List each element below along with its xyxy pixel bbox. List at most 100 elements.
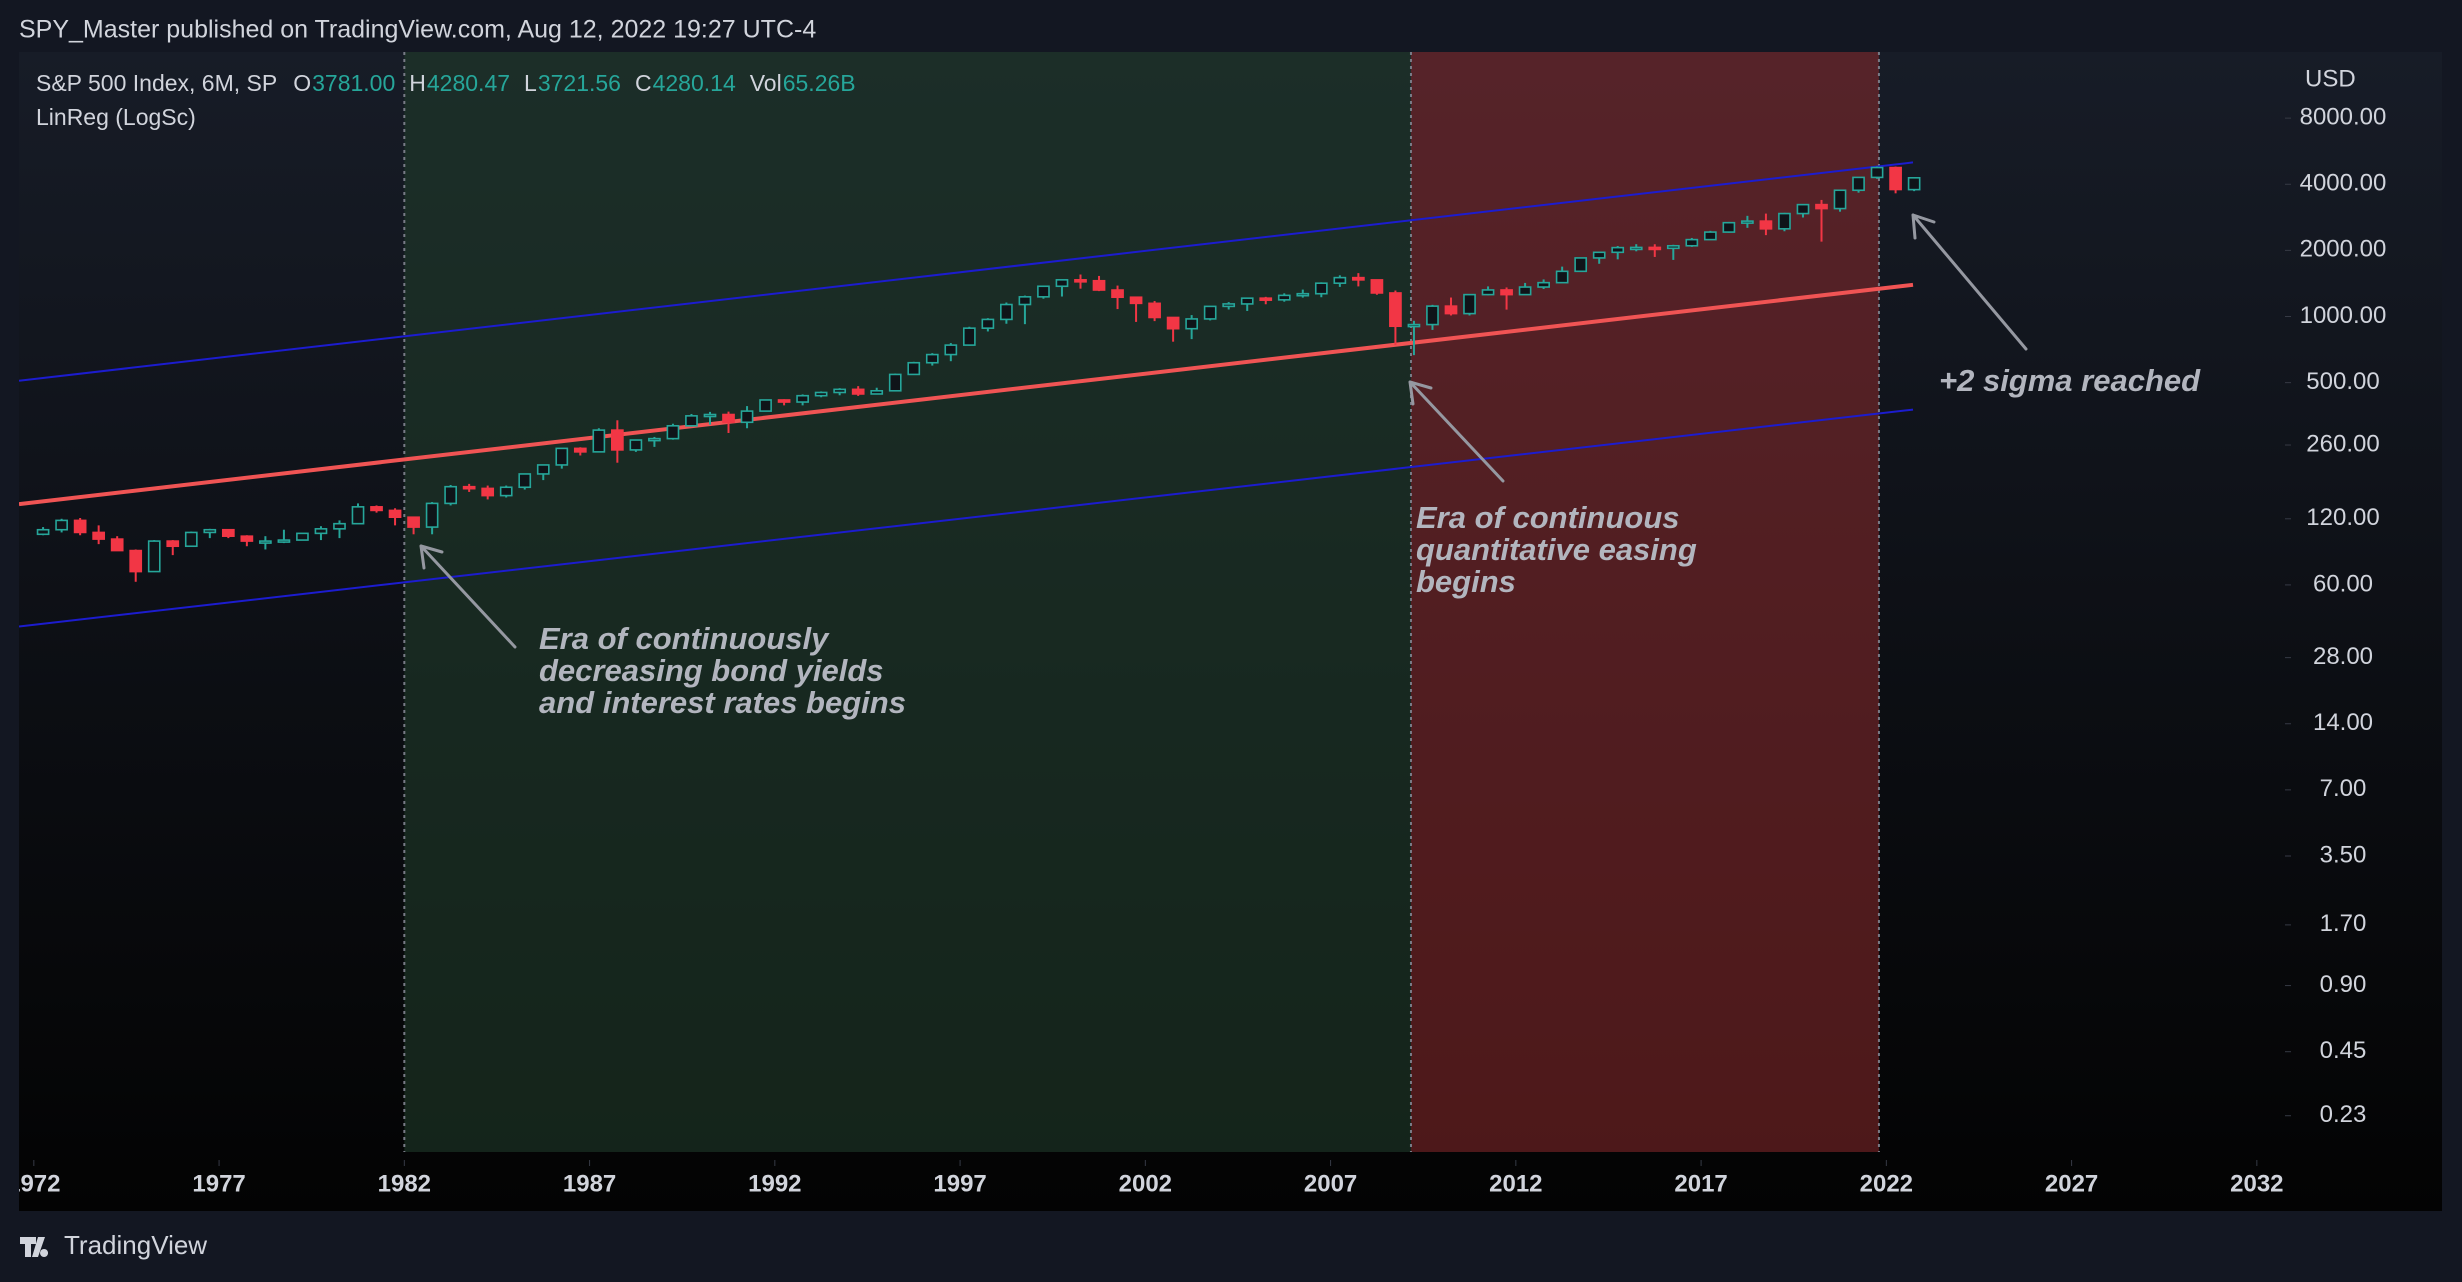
candle-body bbox=[481, 487, 495, 497]
y-tick-label: 4000.00 bbox=[2300, 170, 2387, 197]
candle-body bbox=[351, 506, 365, 525]
candle-body bbox=[259, 540, 272, 544]
legend-symbol: S&P 500 Index, 6M, SP bbox=[36, 70, 277, 96]
candle-body bbox=[962, 327, 976, 346]
candle-body bbox=[1518, 286, 1532, 296]
candle-body bbox=[147, 540, 161, 573]
candle-body bbox=[1796, 203, 1810, 215]
candle-body bbox=[36, 528, 50, 536]
candle-body bbox=[1240, 297, 1254, 305]
candle-body bbox=[92, 531, 106, 540]
candle-body bbox=[1426, 305, 1439, 326]
legend-key: L bbox=[524, 70, 537, 96]
candle-body bbox=[907, 361, 921, 376]
legend-indicator: LinReg (LogSc) bbox=[36, 104, 196, 130]
x-tick-label: 2022 bbox=[1860, 1170, 1913, 1197]
candle-body bbox=[1852, 176, 1865, 192]
candle-body bbox=[1222, 303, 1236, 308]
x-axis: 1972 1977 1982 1987 1992 1997 2002 2007 2012 2017… bbox=[7, 1160, 2284, 1197]
legend-key: C bbox=[635, 70, 652, 96]
candle-body bbox=[184, 531, 198, 548]
candle-body bbox=[425, 502, 439, 528]
x-tick-label: 1972 bbox=[7, 1170, 60, 1197]
candle-body bbox=[629, 439, 643, 451]
y-tick-label: 120.00 bbox=[2306, 504, 2379, 531]
legend-key: Vol bbox=[750, 70, 782, 96]
candle-body bbox=[203, 528, 217, 534]
candle-body bbox=[573, 447, 587, 453]
annotation: begins bbox=[1416, 564, 1516, 599]
candle-body bbox=[1444, 305, 1458, 315]
candle-body bbox=[499, 486, 513, 497]
y-tick-label: 7.00 bbox=[2320, 775, 2367, 802]
y-tick-label: 500.00 bbox=[2306, 368, 2379, 395]
candle-body bbox=[1074, 279, 1087, 283]
candle-body bbox=[166, 540, 180, 548]
candle-body bbox=[1389, 292, 1402, 328]
candle-body bbox=[1370, 279, 1384, 294]
candle-body bbox=[1666, 244, 1680, 250]
annotation: Era of continuous bbox=[1416, 500, 1680, 535]
candle-body bbox=[1500, 289, 1513, 296]
candle-body bbox=[296, 532, 309, 541]
regression-center bbox=[19, 282, 1914, 507]
candle-body bbox=[777, 399, 791, 403]
candle-body bbox=[944, 344, 958, 356]
footer-brand: TradingView bbox=[64, 1230, 207, 1260]
annotation: decreasing bond yields bbox=[539, 653, 884, 688]
candle-body bbox=[129, 549, 143, 573]
candle-body bbox=[1611, 246, 1625, 254]
candle-body bbox=[1741, 220, 1754, 224]
annotation: Era of continuously bbox=[539, 621, 830, 656]
annotation-arrows bbox=[419, 213, 2028, 649]
candle-body bbox=[518, 473, 532, 489]
candle-body bbox=[1277, 294, 1291, 301]
legend-key: H bbox=[409, 70, 426, 96]
candle-body bbox=[833, 388, 847, 394]
y-tick-label: 8000.00 bbox=[2300, 103, 2387, 130]
y-tick-label: 0.23 bbox=[2320, 1101, 2367, 1128]
candle-body bbox=[1703, 231, 1717, 241]
candle-body bbox=[685, 415, 698, 427]
candle-body bbox=[407, 516, 420, 528]
candle-body bbox=[221, 528, 235, 537]
candle-body bbox=[851, 388, 865, 395]
candle-body bbox=[1333, 276, 1347, 284]
candle-body bbox=[1907, 176, 1921, 191]
x-tick-label: 1982 bbox=[378, 1170, 431, 1197]
x-tick-label: 2002 bbox=[1119, 1170, 1172, 1197]
candle-body bbox=[1629, 246, 1643, 251]
annotation: quantitative easing bbox=[1416, 532, 1697, 567]
candle-body bbox=[759, 399, 772, 412]
x-tick-label: 2017 bbox=[1674, 1170, 1727, 1197]
candle-body bbox=[1833, 189, 1847, 210]
candle-body bbox=[1685, 238, 1699, 247]
candle-body bbox=[1296, 292, 1310, 297]
candle-body bbox=[1148, 302, 1161, 319]
candle-body bbox=[1314, 282, 1328, 295]
candle-body bbox=[722, 413, 735, 424]
legend-key: O bbox=[293, 70, 311, 96]
y-axis-currency: USD bbox=[2305, 65, 2356, 92]
candle-body bbox=[1203, 305, 1217, 320]
highlight-region bbox=[404, 52, 1411, 1152]
y-tick-label: 3.50 bbox=[2320, 841, 2367, 868]
candle-body bbox=[110, 538, 124, 552]
candle-body bbox=[333, 522, 346, 530]
x-tick-label: 1997 bbox=[933, 1170, 986, 1197]
candle-body bbox=[1537, 281, 1550, 288]
candle-body bbox=[1185, 318, 1199, 330]
footer-logo bbox=[20, 1237, 49, 1257]
candle-body bbox=[1574, 257, 1588, 273]
candle-body bbox=[1889, 166, 1902, 191]
candle-body bbox=[1018, 296, 1032, 306]
candle-body bbox=[648, 437, 661, 442]
candle-body bbox=[277, 539, 291, 543]
candle-body bbox=[796, 394, 809, 403]
candle-body bbox=[925, 353, 939, 364]
y-tick-label: 60.00 bbox=[2313, 570, 2373, 597]
candle-body bbox=[1555, 270, 1569, 284]
legend-value: 65.26B bbox=[783, 70, 856, 96]
y-tick-label: 260.00 bbox=[2306, 430, 2379, 457]
